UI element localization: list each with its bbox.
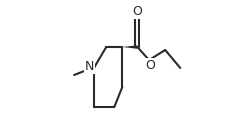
Text: O: O bbox=[132, 5, 142, 18]
Text: N: N bbox=[85, 60, 94, 74]
Text: O: O bbox=[145, 59, 155, 72]
Polygon shape bbox=[122, 45, 137, 49]
